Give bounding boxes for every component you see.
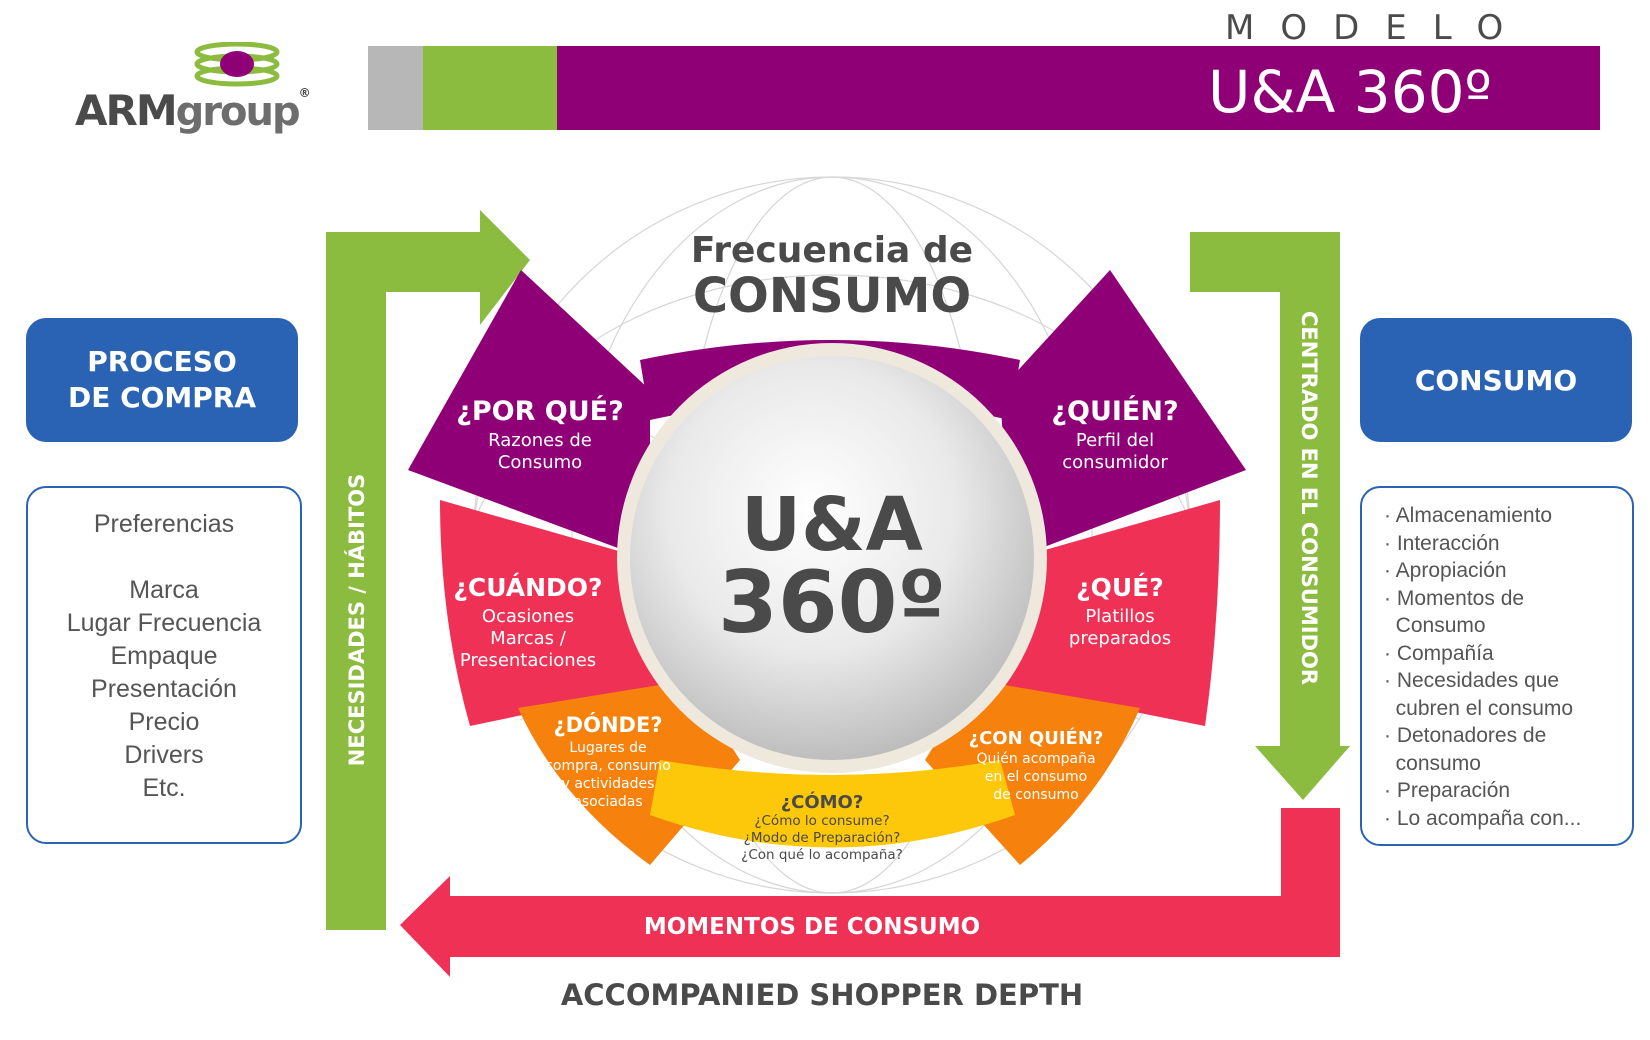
sphere <box>630 356 1034 760</box>
segment-donde-line: asociadas <box>573 794 642 810</box>
segment-que-line: preparados <box>1069 628 1171 649</box>
list-item: Consumo <box>1384 614 1486 637</box>
segment-cuando-line: Presentaciones <box>460 650 596 671</box>
segment-con-quien-line: Quién acompaña <box>976 751 1095 767</box>
segment-por-que-title: ¿POR QUÉ? <box>456 395 624 427</box>
sphere-title-360: 360º <box>718 553 946 653</box>
logo-rings-icon <box>194 42 280 87</box>
segment-ring <box>408 270 1246 865</box>
list-item: · Almacenamiento <box>1384 504 1553 527</box>
segment-con-quien-line: en el consumo <box>985 769 1087 785</box>
segment-cuando-line: Marcas / <box>490 628 567 649</box>
segment-quien-line: consumidor <box>1062 452 1168 473</box>
list-item: · Apropiación <box>1384 559 1507 582</box>
list-item: consumo <box>1384 751 1481 775</box>
segment-por-que-shape <box>408 270 650 560</box>
list-item: · Interacción <box>1384 531 1500 555</box>
armgroup-logo: ARMgroup® <box>75 42 345 135</box>
segment-quien-line: Perfil del <box>1076 430 1154 451</box>
list-item: · Detonadores de <box>1384 724 1547 747</box>
segment-que-line: Platillos <box>1085 606 1154 627</box>
arrow-label-right: CENTRADO EN EL CONSUMIDOR <box>1297 311 1321 685</box>
list-item: · Momentos de <box>1384 586 1525 610</box>
list-item: Precio <box>128 708 200 736</box>
list-item: · Preparación <box>1384 779 1511 802</box>
list-item: · Lo acompaña con... <box>1384 806 1582 830</box>
header-bar-gray <box>368 46 423 130</box>
list-item: · Necesidades que <box>1384 669 1560 692</box>
list-item: Marca <box>129 576 199 604</box>
list-item: · Compañía <box>1384 641 1494 665</box>
arrow-label-bottom: MOMENTOS DE CONSUMO <box>644 914 980 940</box>
list-item: Drivers <box>124 741 204 769</box>
segment-como-title: ¿CÓMO? <box>781 791 864 813</box>
consumo-heading: CONSUMO <box>1360 318 1632 442</box>
list-item: Empaque <box>110 642 218 670</box>
logo-group-text: group <box>175 89 301 135</box>
segment-donde-line: y actividades <box>562 776 655 792</box>
list-item: Lugar Frecuencia <box>66 609 262 637</box>
segment-con-quien-line: de consumo <box>993 787 1078 803</box>
list-item: cubren el consumo <box>1384 696 1574 720</box>
list-item <box>28 541 300 574</box>
arrow-centrado-consumidor <box>1190 232 1350 800</box>
list-item: Presentación <box>91 675 237 703</box>
model-label: MODELO <box>1225 8 1530 48</box>
segment-cuando-title: ¿CUÁNDO? <box>453 573 602 602</box>
frecuencia-label: Frecuencia de <box>691 230 973 271</box>
segment-donde-line: compra, consumo <box>545 758 671 774</box>
segment-como-line: ¿Cómo lo consume? <box>754 813 889 829</box>
segment-quien-title: ¿QUIÉN? <box>1051 395 1178 427</box>
segment-como-shape <box>650 760 1015 848</box>
consumo-list: · Almacenamiento · Interacción · Apropia… <box>1360 486 1634 846</box>
footer-label: ACCOMPANIED SHOPPER DEPTH <box>561 978 1083 1012</box>
list-item: Etc. <box>142 774 186 802</box>
segment-donde-line: Lugares de <box>569 740 646 756</box>
consumo-label: CONSUMO <box>693 268 971 324</box>
segment-donde-title: ¿DÓNDE? <box>554 712 663 737</box>
consumo-heading-text: CONSUMO <box>1414 363 1578 397</box>
segment-que-title: ¿QUÉ? <box>1076 573 1164 602</box>
sphere-title-ua: U&A <box>741 482 923 568</box>
segment-por-que-line: Razones de <box>488 430 592 451</box>
segment-como-line: ¿Modo de Preparación? <box>744 830 901 846</box>
proceso-compra-heading-text: PROCESO DE COMPRA <box>67 345 257 414</box>
logo-arm-text: ARM <box>75 86 178 135</box>
header-bar-purple <box>557 46 1600 130</box>
proceso-compra-list: Preferencias Marca Lugar Frecuencia Empa… <box>26 486 302 844</box>
segment-cuando-line: Ocasiones <box>482 606 574 627</box>
segment-como-line: ¿Con qué lo acompaña? <box>741 847 903 863</box>
segment-quien-shape <box>1000 270 1246 560</box>
arrow-momentos-consumo <box>400 808 1340 977</box>
arrow-necesidades-habitos <box>326 210 530 930</box>
proceso-compra-heading: PROCESO DE COMPRA <box>26 318 298 442</box>
segment-por-que-line: Consumo <box>498 452 582 473</box>
arrow-label-left: NECESIDADES / HÁBITOS <box>344 474 369 766</box>
header-title: U&A 360º <box>1208 58 1492 126</box>
logo-wordmark: ARMgroup® <box>75 86 311 135</box>
header-bar-green <box>423 46 557 130</box>
segment-con-quien-title: ¿CON QUIÉN? <box>969 727 1104 749</box>
logo-registered-mark: ® <box>298 86 311 100</box>
list-item: Preferencias <box>93 510 235 538</box>
